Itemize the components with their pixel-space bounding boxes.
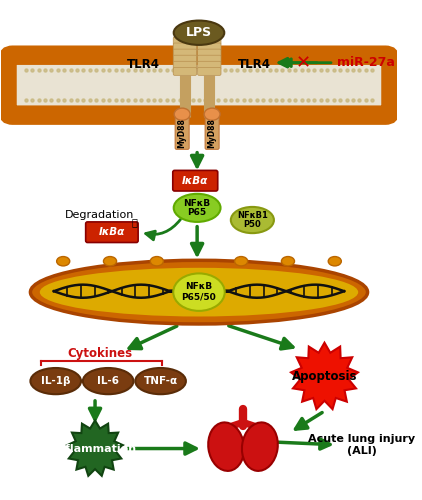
Text: IκBα: IκBα [99, 227, 125, 237]
Polygon shape [67, 420, 123, 476]
FancyBboxPatch shape [173, 37, 197, 45]
Text: MyD88: MyD88 [178, 118, 187, 148]
Ellipse shape [235, 256, 248, 266]
Ellipse shape [174, 20, 224, 45]
Text: ✕: ✕ [295, 54, 311, 72]
Text: MyD88: MyD88 [208, 118, 216, 148]
Ellipse shape [174, 194, 221, 222]
Ellipse shape [135, 368, 186, 394]
FancyBboxPatch shape [197, 55, 221, 63]
Ellipse shape [174, 108, 190, 120]
Text: 🔥: 🔥 [131, 217, 137, 227]
Ellipse shape [204, 108, 220, 120]
FancyBboxPatch shape [86, 222, 138, 242]
Text: Degradation: Degradation [65, 210, 135, 220]
Ellipse shape [150, 256, 163, 266]
FancyBboxPatch shape [205, 116, 219, 150]
Text: IκBα: IκBα [182, 176, 208, 186]
FancyBboxPatch shape [173, 55, 197, 63]
FancyBboxPatch shape [197, 37, 221, 45]
Text: NFκB: NFκB [184, 198, 211, 207]
FancyBboxPatch shape [16, 64, 383, 106]
Ellipse shape [281, 256, 295, 266]
Ellipse shape [231, 207, 274, 233]
FancyBboxPatch shape [173, 170, 218, 191]
Text: P50: P50 [243, 220, 261, 229]
Ellipse shape [208, 422, 244, 471]
Text: miR-27a: miR-27a [337, 56, 395, 69]
FancyBboxPatch shape [173, 49, 197, 57]
Ellipse shape [30, 260, 368, 324]
FancyBboxPatch shape [173, 43, 197, 51]
Text: IL-6: IL-6 [97, 376, 119, 386]
FancyBboxPatch shape [173, 62, 197, 70]
Ellipse shape [173, 274, 225, 311]
Ellipse shape [83, 368, 133, 394]
Text: P65: P65 [187, 208, 207, 217]
Text: TLR4: TLR4 [127, 58, 160, 71]
Ellipse shape [30, 368, 81, 394]
Text: P65/50: P65/50 [181, 292, 216, 302]
Text: NFκB: NFκB [185, 282, 213, 291]
Ellipse shape [57, 256, 70, 266]
Text: Cytokines: Cytokines [67, 346, 132, 360]
Text: Apoptosis: Apoptosis [292, 370, 357, 383]
FancyBboxPatch shape [173, 68, 197, 76]
Text: LPS: LPS [186, 26, 212, 39]
Text: NFκB1: NFκB1 [237, 211, 268, 220]
Ellipse shape [242, 422, 278, 471]
Ellipse shape [328, 256, 341, 266]
Text: IL-1β: IL-1β [41, 376, 70, 386]
Text: Acute lung injury
(ALI): Acute lung injury (ALI) [308, 434, 416, 456]
Ellipse shape [103, 256, 116, 266]
FancyBboxPatch shape [197, 43, 221, 51]
Text: TLR4: TLR4 [238, 58, 271, 71]
Text: TNF-α: TNF-α [143, 376, 178, 386]
FancyBboxPatch shape [197, 62, 221, 70]
Text: Inflammation: Inflammation [54, 444, 137, 454]
Ellipse shape [40, 268, 358, 316]
FancyBboxPatch shape [175, 116, 189, 150]
FancyBboxPatch shape [197, 68, 221, 76]
FancyBboxPatch shape [197, 49, 221, 57]
Polygon shape [291, 342, 358, 409]
